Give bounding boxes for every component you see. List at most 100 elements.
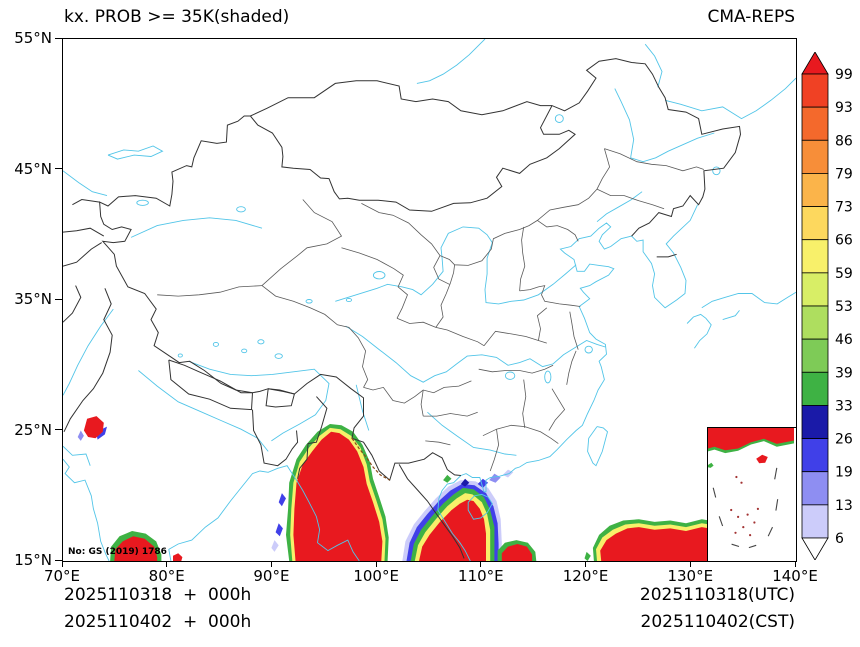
footer-valid-utc: 2025110318(UTC) (639, 585, 795, 605)
colorbar-arrow-top (801, 51, 829, 75)
national-border (265, 388, 296, 408)
prob-region-raj-lav (77, 430, 84, 441)
y-axis-label: 25°N (14, 420, 52, 439)
coastline-or-river (63, 308, 114, 396)
province-border (604, 148, 705, 172)
province-border (157, 285, 263, 297)
colorbar-tick-label: 99 (835, 67, 853, 83)
province-border (536, 307, 548, 341)
prob-region-raj-red (83, 416, 104, 439)
inset-island-dot (742, 526, 745, 529)
x-axis-tick (794, 561, 796, 567)
coastline-or-river (631, 204, 699, 309)
inset-island-dot (734, 531, 737, 534)
coastline-or-river (63, 170, 108, 197)
x-axis-tick (166, 561, 168, 567)
colorbar-segment (801, 471, 829, 506)
inset-nine-dash-segment (775, 499, 779, 511)
province-border (435, 264, 455, 328)
national-border (398, 464, 465, 559)
prob-region-sind-red (114, 536, 158, 561)
national-border (252, 409, 299, 467)
prob-region-speck-lav-2 (489, 473, 501, 483)
colorbar-segment (801, 438, 829, 473)
y-axis-tick (55, 429, 62, 430)
prob-region-dot-red-1 (173, 553, 183, 561)
inset-nine-dash-segment (718, 516, 724, 527)
national-border (63, 242, 102, 267)
x-axis-label: 90°E (253, 567, 290, 585)
colorbar-tick-label: 26 (835, 432, 853, 448)
y-axis-tick (55, 559, 62, 561)
province-border (596, 188, 665, 210)
coastline-or-river (722, 310, 740, 321)
map-frame: No: GS (2019) 1786 (62, 38, 797, 562)
national-border (168, 359, 253, 411)
inset-island-dot (740, 481, 743, 484)
national-border (63, 285, 82, 323)
prob-region-indo-red (419, 499, 486, 561)
coastline-or-river (664, 77, 796, 120)
province-border (261, 285, 369, 388)
lake (712, 166, 721, 176)
coastline-or-river (427, 411, 517, 456)
lake (584, 345, 593, 354)
x-axis-label: 120°E (562, 567, 609, 585)
colorbar-tick-label: 33 (835, 398, 853, 414)
map-canvas (63, 39, 796, 561)
prob-region-sea-red (501, 544, 533, 561)
x-axis-label: 130°E (667, 567, 714, 585)
inset-inset-mid-red (756, 454, 768, 464)
colorbar-tick-label: 19 (835, 465, 853, 481)
probability-shading-layer (77, 416, 796, 561)
province-border (363, 380, 472, 404)
colorbar-tick-label: 53 (835, 299, 853, 315)
inset-inset-top-red (708, 428, 794, 451)
x-axis-label: 100°E (353, 567, 399, 585)
province-border (341, 247, 408, 319)
province-border (537, 220, 579, 242)
prob-region-speck-dkblue-1 (460, 478, 470, 487)
coastline-or-river (345, 325, 606, 383)
lake (257, 339, 265, 345)
lake (212, 341, 219, 347)
colorbar: 99 93 86 79 73 66 59 53 46 39 33 26 19 13 6 (801, 51, 859, 564)
inset-nine-dash-segment (774, 467, 778, 480)
coastline-or-river (335, 226, 577, 305)
colorbar-tick-label: 79 (835, 166, 853, 182)
lake (136, 199, 149, 206)
coastline-or-river (168, 465, 360, 561)
x-axis-tick (689, 561, 691, 567)
coastline-or-river (107, 145, 164, 160)
colorbar-segment (801, 405, 829, 439)
coastline-or-river (188, 360, 330, 442)
province-border (261, 199, 343, 286)
prob-region-speck-blue-1 (275, 523, 283, 537)
x-axis-tick (61, 561, 63, 567)
province-border (396, 317, 485, 347)
national-border (63, 288, 113, 433)
province-border (425, 440, 451, 446)
x-axis-tick (480, 561, 482, 567)
coastline-or-river (63, 458, 110, 561)
inset-island-dot (746, 513, 749, 516)
coastline-or-river (630, 132, 715, 163)
lake (274, 353, 283, 359)
colorbar-segment (801, 106, 829, 141)
province-border (569, 311, 579, 350)
chart-title: kx. PROB >= 35K(shaded) (64, 7, 290, 27)
coastline-or-river (130, 217, 263, 238)
province-border (420, 389, 424, 417)
national-border (99, 58, 742, 481)
model-name: CMA-REPS (707, 7, 795, 27)
colorbar-segment (801, 206, 829, 241)
inset-island-dot (749, 534, 752, 537)
coastline-or-river (644, 43, 663, 88)
y-axis-label: 45°N (14, 159, 52, 178)
coastline-or-river (701, 291, 796, 309)
y-axis-label: 15°N (14, 551, 52, 569)
province-border (483, 330, 547, 346)
coastline-or-river (416, 39, 486, 84)
footer-valid-cst: 2025110402(CST) (640, 612, 795, 632)
